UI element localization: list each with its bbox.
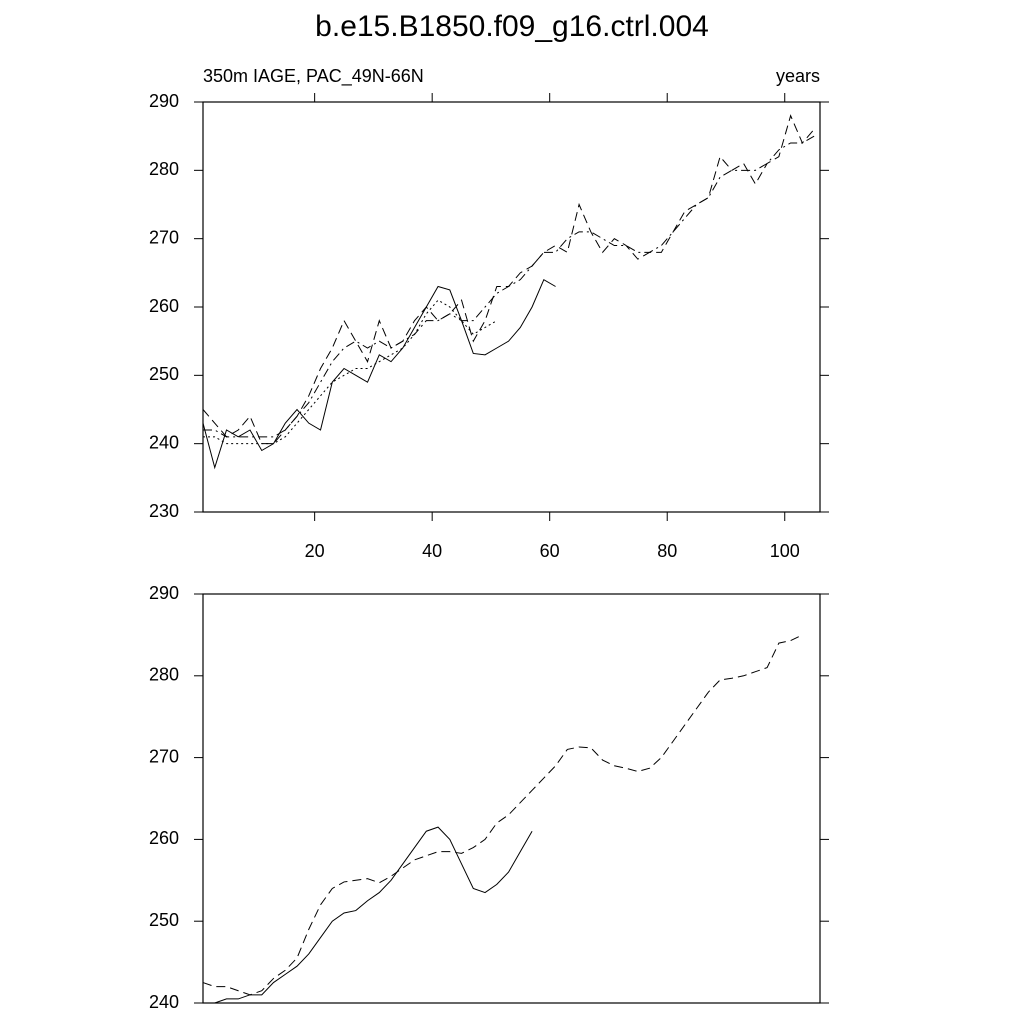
x-tick-label: 40 xyxy=(422,541,442,561)
y-tick-label: 290 xyxy=(149,583,179,603)
chart-title: b.e15.B1850.f09_g16.ctrl.004 xyxy=(315,10,709,43)
y-tick-label: 280 xyxy=(149,159,179,179)
y-tick-label: 250 xyxy=(149,910,179,930)
x-tick-label: 80 xyxy=(657,541,677,561)
y-tick-label: 290 xyxy=(149,91,179,111)
y-tick-label: 260 xyxy=(149,828,179,848)
y-tick-label: 280 xyxy=(149,665,179,685)
plot-frame xyxy=(202,101,821,513)
line-series xyxy=(203,299,498,445)
line-series xyxy=(203,135,815,438)
x-tick-label: 20 xyxy=(305,541,325,561)
y-tick-label: 250 xyxy=(149,364,179,384)
units-label: years xyxy=(776,66,820,86)
y-tick-label: 240 xyxy=(149,992,179,1012)
y-tick-label: 270 xyxy=(149,746,179,766)
y-tick-label: 230 xyxy=(149,501,179,521)
line-series xyxy=(202,634,803,996)
line-series xyxy=(202,278,556,470)
x-tick-label: 100 xyxy=(770,541,800,561)
plot-frame xyxy=(202,593,821,1004)
y-tick-label: 260 xyxy=(149,296,179,316)
y-tick-label: 270 xyxy=(149,227,179,247)
x-tick-label: 60 xyxy=(540,541,560,561)
line-series xyxy=(203,826,533,1004)
line-series xyxy=(202,114,815,445)
y-tick-label: 240 xyxy=(149,432,179,452)
subtitle: 350m IAGE, PAC_49N-66N xyxy=(203,66,424,87)
